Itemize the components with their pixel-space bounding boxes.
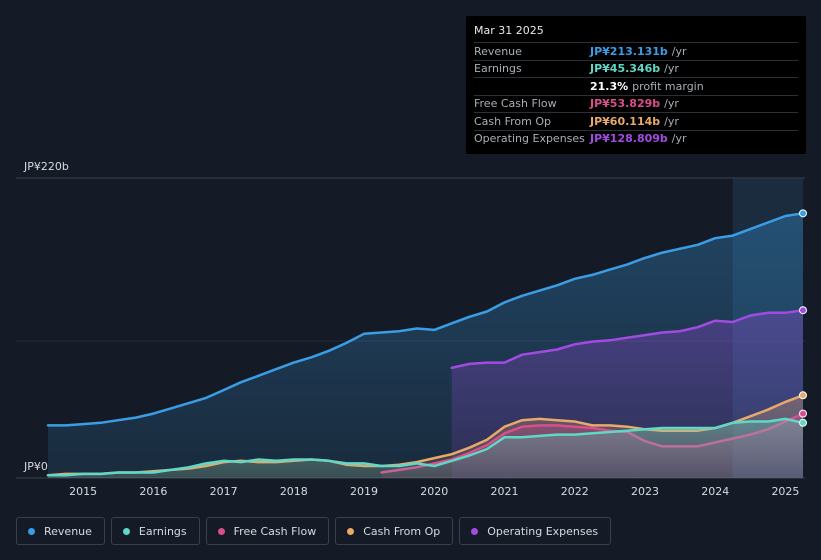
legend-item-earnings[interactable]: Earnings — [110, 517, 200, 545]
legend-dot-icon — [471, 527, 479, 535]
chart-legend: Revenue Earnings Free Cash Flow Cash From O… — [16, 517, 612, 545]
free-cash-flow-end-marker — [799, 409, 807, 418]
tooltip-row: Revenue JP¥213.131b/yr — [474, 42, 798, 60]
tooltip-row: 21.3% profit margin — [474, 77, 798, 95]
earnings-area — [48, 418, 803, 478]
tooltip-row-label: Operating Expenses — [474, 132, 585, 146]
legend-dot-icon — [122, 527, 130, 535]
tooltip-row-unit: profit margin — [632, 79, 704, 93]
earnings-end-marker — [799, 418, 807, 427]
legend-label: Earnings — [138, 524, 187, 538]
legend-label: Operating Expenses — [487, 524, 599, 538]
legend-item-revenue[interactable]: Revenue — [16, 517, 105, 545]
cash-from-op-end-marker — [799, 391, 807, 400]
legend-item-cash-from-op[interactable]: Cash From Op — [335, 517, 454, 545]
x-tick-label: 2021 — [491, 485, 519, 498]
x-tick-label: 2017 — [210, 485, 238, 498]
legend-label: Free Cash Flow — [233, 524, 317, 538]
x-tick-label: 2019 — [350, 485, 378, 498]
tooltip-row-label: Earnings — [474, 62, 522, 76]
tooltip-row-label: Cash From Op — [474, 114, 552, 128]
legend-item-free-cash-flow[interactable]: Free Cash Flow — [205, 517, 330, 545]
earnings-line — [46, 417, 805, 477]
revenue-line — [46, 212, 805, 427]
tooltip-date: Mar 31 2025 — [474, 24, 544, 37]
x-tick-label: 2025 — [771, 485, 799, 498]
x-tick-label: 2023 — [631, 485, 659, 498]
x-tick-label: 2024 — [701, 485, 729, 498]
tooltip-row-value: JP¥53.829b — [590, 97, 661, 111]
tooltip-row-unit: /yr — [664, 114, 679, 128]
tooltip-row-label: Free Cash Flow — [474, 97, 557, 111]
tooltip-row-value: JP¥45.346b — [590, 62, 661, 76]
legend-item-operating-expenses[interactable]: Operating Expenses — [459, 517, 612, 545]
tooltip-row-label: Revenue — [474, 44, 522, 58]
x-tick-label: 2018 — [280, 485, 308, 498]
legend-label: Revenue — [44, 524, 92, 538]
revenue-end-marker — [799, 209, 807, 218]
x-tick-label: 2020 — [420, 485, 448, 498]
tooltip-row: Cash From Op JP¥60.114b/yr — [474, 112, 798, 130]
tooltip-row: Operating Expenses JP¥128.809b/yr — [474, 129, 798, 148]
x-tick-label: 2022 — [561, 485, 589, 498]
tooltip-row: Earnings JP¥45.346b/yr — [474, 59, 798, 78]
tooltip-row: Free Cash Flow JP¥53.829b/yr — [474, 94, 798, 113]
legend-dot-icon — [28, 527, 35, 535]
operating-expenses-line — [450, 308, 805, 370]
legend-dot-icon — [217, 527, 225, 535]
tooltip-row-value: 21.3% — [590, 79, 629, 93]
data-tooltip: Mar 31 2025 Revenue JP¥213.131b/yr Earning… — [466, 16, 806, 154]
tooltip-row-unit: /yr — [664, 62, 679, 76]
y-axis-max-label: JP¥220b — [24, 160, 69, 173]
tooltip-row-value: JP¥213.131b — [590, 44, 668, 58]
tooltip-rows: Revenue JP¥213.131b/yr Earnings JP¥45.346b /… — [474, 42, 798, 147]
tooltip-row-unit: /yr — [664, 97, 679, 111]
y-axis-zero-label: JP¥0 — [24, 460, 48, 473]
x-tick-label: 2015 — [69, 485, 97, 498]
x-tick-label: 2016 — [139, 485, 167, 498]
tooltip-row-unit: /yr — [671, 132, 687, 146]
tooltip-row-unit: /yr — [671, 44, 687, 58]
operating-expenses-end-marker — [799, 306, 807, 315]
legend-label: Cash From Op — [363, 524, 441, 538]
tooltip-row-value: JP¥128.809b — [590, 132, 668, 146]
tooltip-row-value: JP¥60.114b — [590, 114, 661, 128]
legend-dot-icon — [347, 527, 355, 535]
